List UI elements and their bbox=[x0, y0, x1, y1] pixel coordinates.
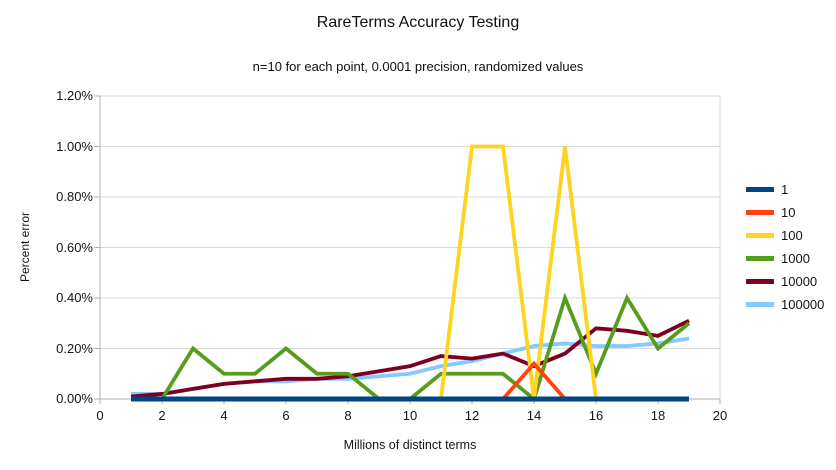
legend-label: 10000 bbox=[781, 274, 818, 289]
y-tick-label: 0.00% bbox=[56, 391, 93, 406]
series-line-10000 bbox=[130, 319, 690, 399]
chart-title: RareTerms Accuracy Testing bbox=[316, 14, 520, 31]
legend-item-1: 1 bbox=[746, 178, 824, 201]
legend-item-100000: 100000 bbox=[746, 293, 824, 316]
legend-label: 10 bbox=[781, 205, 796, 220]
x-tick-label: 16 bbox=[588, 408, 604, 423]
chart-subtitle: n=10 for each point, 0.0001 precision, r… bbox=[252, 59, 584, 74]
legend-label: 1000 bbox=[781, 251, 810, 266]
x-tick-label: 12 bbox=[464, 408, 480, 423]
legend-swatch-icon bbox=[746, 233, 774, 238]
y-axis-title: Percent error bbox=[18, 211, 32, 283]
legend-label: 1 bbox=[781, 182, 789, 197]
x-tick-label: 2 bbox=[158, 408, 166, 423]
legend-swatch-icon bbox=[746, 187, 774, 192]
series-line-10 bbox=[131, 360, 689, 401]
legend-item-1000: 1000 bbox=[746, 247, 824, 270]
x-tick-label: 4 bbox=[220, 408, 228, 423]
legend-label: 100000 bbox=[781, 297, 825, 312]
x-tick-label: 0 bbox=[96, 408, 104, 423]
legend-item-100: 100 bbox=[746, 224, 824, 247]
y-tick-label: 0.60% bbox=[56, 239, 93, 255]
legend-label: 100 bbox=[781, 228, 803, 243]
series-line-100 bbox=[131, 144, 689, 401]
legend-item-10000: 10000 bbox=[746, 270, 824, 293]
y-tick-label: 1.00% bbox=[56, 138, 93, 154]
legend-swatch-icon bbox=[746, 279, 774, 284]
x-tick-label: 18 bbox=[650, 408, 666, 423]
y-tick-label: 1.20% bbox=[56, 88, 93, 103]
x-tick-label: 20 bbox=[712, 408, 728, 423]
x-tick-label: 6 bbox=[282, 408, 290, 423]
x-axis-title: Millions of distinct terms bbox=[343, 438, 477, 452]
x-tick-label: 14 bbox=[526, 408, 542, 423]
legend-swatch-icon bbox=[746, 256, 774, 261]
legend: 1 10 100 1000 10000 100000 bbox=[746, 178, 824, 316]
legend-swatch-icon bbox=[746, 302, 774, 307]
y-tick-label: 0.20% bbox=[56, 340, 93, 356]
y-tick-label: 0.80% bbox=[56, 189, 93, 204]
legend-item-10: 10 bbox=[746, 201, 824, 224]
y-tick-label: 0.40% bbox=[56, 290, 93, 305]
x-tick-label: 10 bbox=[402, 408, 418, 423]
x-tick-label: 8 bbox=[344, 408, 352, 423]
legend-swatch-icon bbox=[746, 210, 774, 215]
